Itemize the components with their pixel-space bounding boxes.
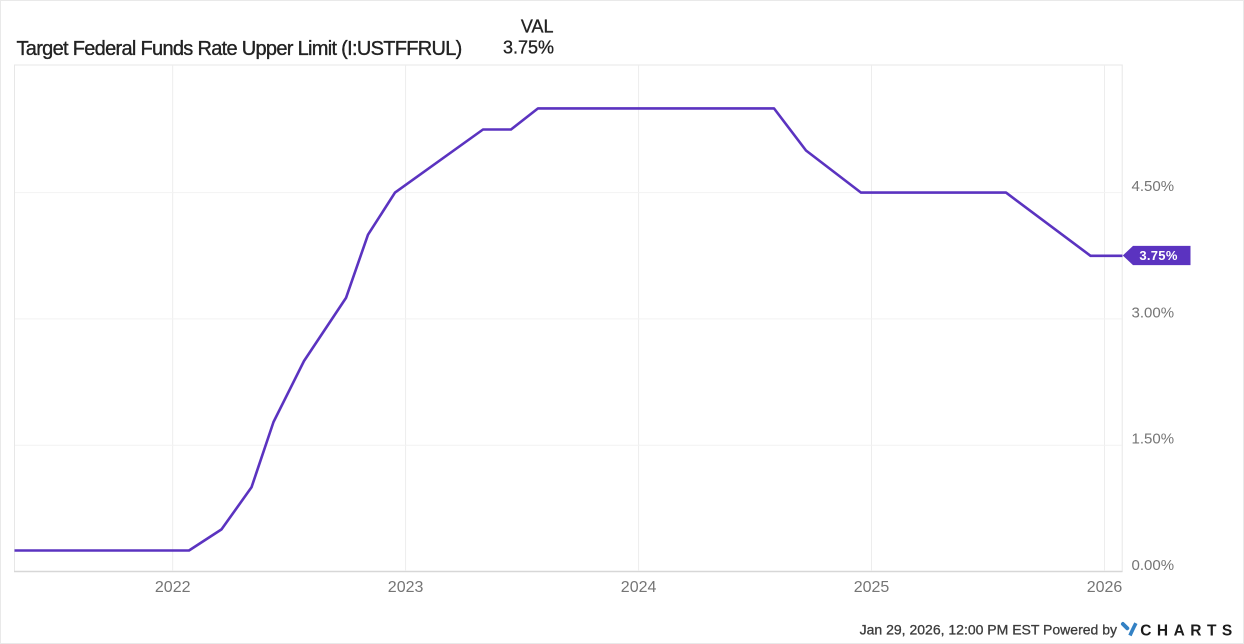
svg-text:2026: 2026 bbox=[1087, 579, 1123, 596]
svg-text:3.75%: 3.75% bbox=[1139, 248, 1178, 263]
svg-text:2022: 2022 bbox=[155, 579, 191, 596]
svg-text:4.50%: 4.50% bbox=[1132, 178, 1175, 195]
svg-text:1.50%: 1.50% bbox=[1132, 431, 1175, 448]
svg-text:CHARTS: CHARTS bbox=[1140, 622, 1238, 639]
svg-text:2023: 2023 bbox=[388, 579, 424, 596]
svg-text:0.00%: 0.00% bbox=[1132, 557, 1175, 574]
svg-text:3.75%: 3.75% bbox=[503, 38, 554, 58]
svg-text:VAL: VAL bbox=[521, 17, 554, 37]
svg-text:3.00%: 3.00% bbox=[1132, 304, 1175, 321]
svg-text:2025: 2025 bbox=[854, 579, 890, 596]
svg-text:Target Federal Funds Rate Uppe: Target Federal Funds Rate Upper Limit (I… bbox=[17, 38, 462, 60]
svg-text:Jan 29, 2026, 12:00 PM EST Pow: Jan 29, 2026, 12:00 PM EST Powered by bbox=[860, 622, 1117, 638]
svg-text:2024: 2024 bbox=[621, 579, 657, 596]
